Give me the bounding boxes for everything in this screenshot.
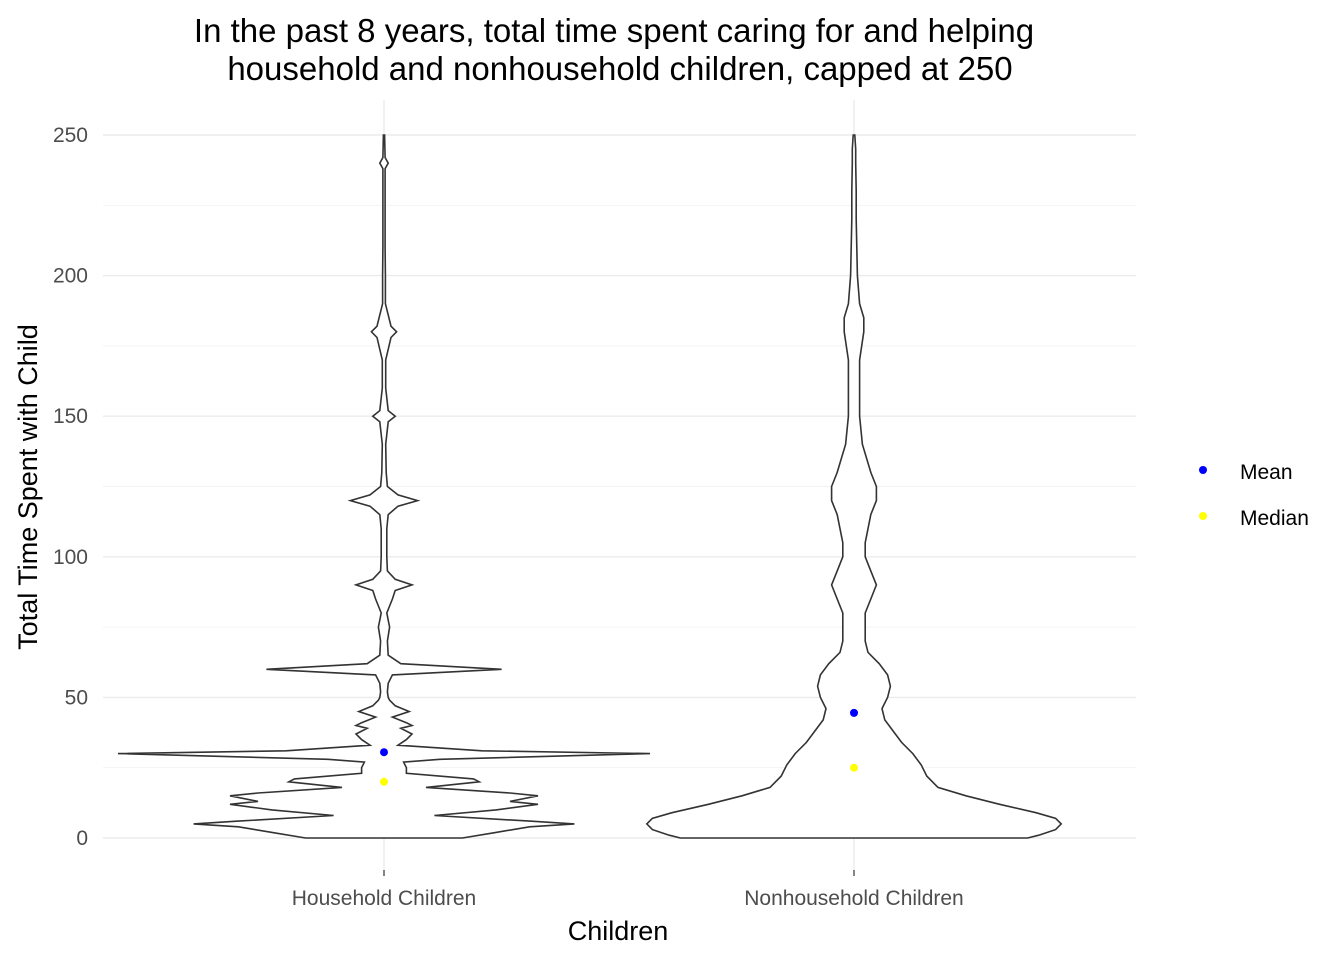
violin-household-children (117, 134, 651, 839)
legend-key-median (1199, 512, 1207, 520)
chart-title-line-1: In the past 8 years, total time spent ca… (194, 12, 1034, 49)
y-axis-ticks: 0 50 100 150 200 250 (53, 124, 88, 850)
legend-label-mean: Mean (1240, 461, 1293, 484)
median-point (850, 763, 858, 772)
legend: Mean Median (1199, 461, 1309, 530)
y-tick-label: 100 (53, 546, 88, 569)
legend-label-median: Median (1240, 507, 1309, 530)
y-tick-label: 50 (65, 686, 88, 709)
mean-point (380, 748, 388, 757)
legend-key-mean (1199, 466, 1207, 474)
x-axis-title: Children (568, 916, 669, 946)
mean-point (850, 708, 858, 717)
y-tick-label: 250 (53, 124, 88, 147)
y-axis-title: Total Time Spent with Child (13, 324, 43, 650)
y-tick-label: 200 (53, 265, 88, 288)
x-tick-label: Household Children (292, 887, 476, 910)
violin-nonhousehold-children (645, 134, 1063, 839)
y-tick-label: 0 (76, 827, 88, 850)
y-tick-label: 150 (53, 405, 88, 428)
violin-layer (117, 134, 1063, 839)
chart-title-line-2: household and nonhousehold children, cap… (227, 50, 1012, 87)
median-point (380, 777, 388, 786)
x-tick-label: Nonhousehold Children (744, 887, 964, 910)
x-axis-ticks: Household Children Nonhousehold Children (292, 870, 964, 910)
summary-points (380, 708, 858, 786)
chart-title: In the past 8 years, total time spent ca… (194, 12, 1034, 87)
